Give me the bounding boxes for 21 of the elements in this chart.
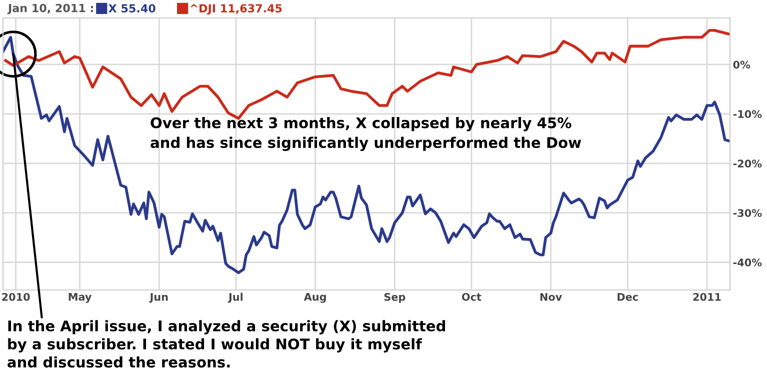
legend-title: Jan 10, 2011 : [7,4,93,14]
x-tick-label: Oct [462,292,482,301]
x-tick-label: Aug [304,293,326,303]
y-tick-label: -10% [733,110,762,118]
x-tick-label: Dec [618,293,638,301]
x-tick-label: Sep [384,292,406,303]
annotation: In the April issue, I analyzed a security (X) submitted by a subscriber. I stated I would NOT buy it myself and discussed the reasons. [8,320,446,368]
x-tick-label: 2011 [693,292,721,301]
y-tick-label: 0% [733,60,750,69]
x-tick-label: Jul [228,292,243,303]
legend-label: ^DJI 11,637.45 [190,4,282,15]
y-tick-label: -20% [733,160,762,168]
legend-label: X 55.40 [108,4,156,13]
line-series [3,36,730,274]
annotation: Over the next 3 months, X collapsed by nearly 45% and has since significantly underperformed the Dow [150,117,582,151]
y-tick-label: -40% [733,258,762,266]
y-tick-label: -30% [733,209,762,217]
x-tick-label: Nov [540,293,562,301]
x-tick-label: 2010 [2,292,30,301]
x-tick-label: Jun [149,293,168,303]
x-tick-label: May [68,293,92,303]
